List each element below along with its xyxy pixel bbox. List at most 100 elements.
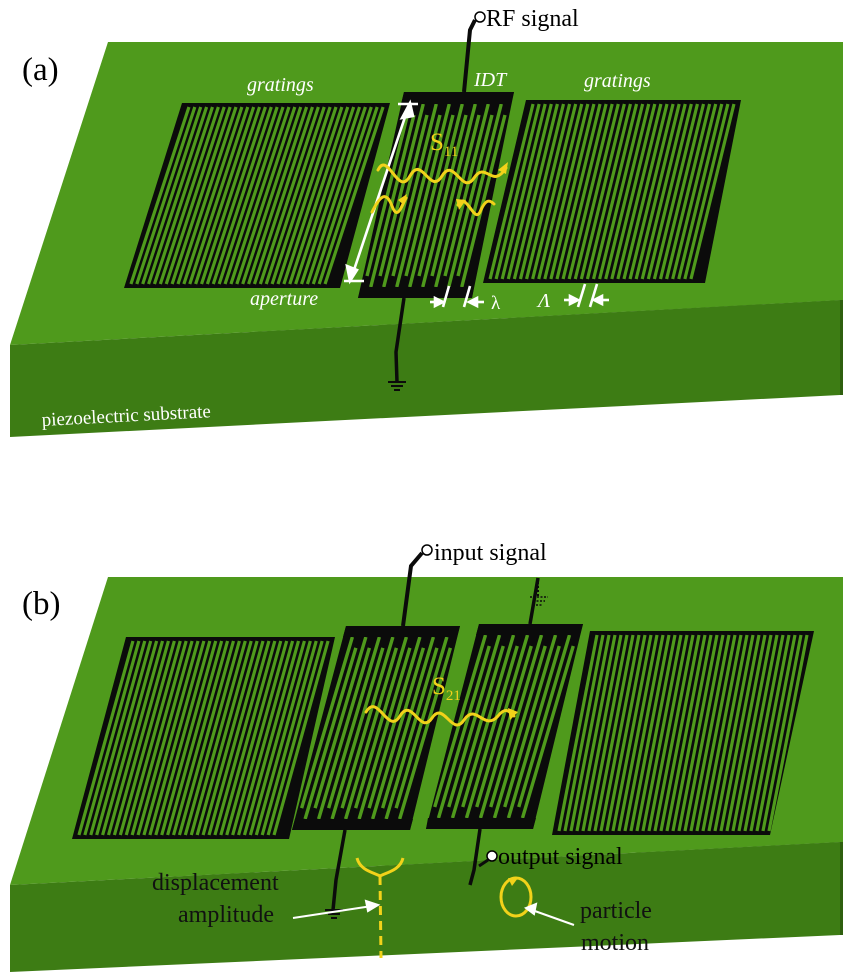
grating-right-a-gap xyxy=(543,103,590,280)
grating-right-a-gap xyxy=(506,103,553,280)
grating-right-a-gap xyxy=(512,103,559,280)
output-idt-b-gap xyxy=(517,634,572,808)
grating-right-a-gap xyxy=(622,103,669,280)
grating-left-b-gap xyxy=(242,640,301,836)
displacement-label-line2: amplitude xyxy=(178,902,274,928)
displacement-label-line1: displacement xyxy=(152,870,279,896)
output-idt-b-gap xyxy=(489,634,544,808)
s21-subscript: 21 xyxy=(446,688,461,704)
grating-left-b-gap xyxy=(89,640,147,836)
grating-right-b-gap xyxy=(689,634,731,832)
grating-right-b-gap xyxy=(605,634,647,832)
particle-pointer-arrow xyxy=(523,902,575,926)
grating-right-b-gap xyxy=(635,634,677,832)
idt-a-gap xyxy=(369,114,416,288)
input-signal-label: input signal xyxy=(434,540,547,566)
grating-right-a-gap xyxy=(610,103,657,280)
grating-right-a-gap xyxy=(500,103,547,280)
substrate-front-a xyxy=(10,300,840,437)
input-signal-lead xyxy=(401,551,424,627)
input-idt-b-gap xyxy=(313,636,368,809)
grating-left-b-gap xyxy=(201,640,259,836)
grating-left-a-gap xyxy=(152,106,214,285)
grating-right-a-gap xyxy=(665,103,712,280)
grating-right-b-gap xyxy=(707,634,749,832)
grating-left-b-gap xyxy=(260,640,318,836)
grating-right-a-gap xyxy=(591,103,639,280)
grating-left-b-gap xyxy=(237,640,295,836)
grating-right-b-gap xyxy=(761,634,803,832)
idt-a-gap xyxy=(395,114,442,288)
grating-right-a-gap xyxy=(579,103,626,280)
grating-right-b-gap xyxy=(623,634,665,832)
grating-right-a-gap xyxy=(640,103,687,280)
grating-right-b-gap xyxy=(581,634,623,832)
grating-left-a-gap xyxy=(229,106,291,285)
grating-right-a-gap xyxy=(567,103,614,280)
grating-left-a xyxy=(124,103,390,288)
grating-right-b-gap xyxy=(587,634,629,832)
grating-left-a-gap xyxy=(205,106,267,285)
grating-left-a-gap xyxy=(276,106,338,285)
grating-left-b xyxy=(72,637,335,839)
grating-left-a-gap xyxy=(323,106,385,285)
grating-right-a-gap xyxy=(494,103,541,280)
input-idt-b-gap xyxy=(353,636,409,809)
grating-right-a-gap xyxy=(634,103,681,280)
grating-right-a-gap xyxy=(598,103,645,280)
grating-right-b-gap xyxy=(671,634,713,832)
input-idt-b-gap xyxy=(380,636,436,809)
substrate-front-b xyxy=(10,842,840,972)
output-idt-b xyxy=(426,624,583,829)
grating-left-a-gap xyxy=(270,106,332,285)
output-idt-b-gap xyxy=(503,634,558,808)
idt-a-gap xyxy=(417,103,464,277)
grating-right-label: gratings xyxy=(584,70,651,92)
idt-a-gap xyxy=(460,114,507,288)
grating-right-b-gap xyxy=(659,634,701,832)
grating-left-a-gap xyxy=(176,106,238,285)
grating-right-a-gap xyxy=(549,103,596,280)
grating-right-b-gap xyxy=(641,634,683,832)
panel-b-label: (b) xyxy=(22,586,60,622)
grating-right-a-gap xyxy=(658,103,706,280)
grating-right-a-gap xyxy=(518,103,566,280)
grating-left-b-gap xyxy=(142,640,200,836)
input-idt-b-gap xyxy=(397,647,453,820)
grating-left-a-gap xyxy=(305,106,367,285)
input-idt-b-gap xyxy=(343,647,399,820)
idt-a-gap xyxy=(443,103,490,277)
grating-left-b-gap xyxy=(95,640,153,836)
grating-left-b-gap xyxy=(189,640,247,836)
grating-left-b-gap xyxy=(77,640,135,836)
grating-left-b-gap xyxy=(213,640,271,836)
grating-left-b-gap xyxy=(112,640,170,836)
ground-lead-b xyxy=(331,829,347,911)
grating-left-b-gap xyxy=(225,640,283,836)
input-idt-b xyxy=(292,626,460,830)
input-idt-b-gap xyxy=(384,647,439,820)
grating-left-a-gap xyxy=(164,106,226,285)
output-idt-b-gap xyxy=(478,645,533,819)
output-signal-terminal-icon xyxy=(486,850,498,862)
grating-right-b-gap xyxy=(611,634,653,832)
dotted-ground-icon xyxy=(530,596,548,606)
grating-left-a-gap xyxy=(158,106,220,285)
panel-a: RF signal aperture λ xyxy=(10,6,843,437)
idt-a-gap xyxy=(404,103,451,277)
grating-left-b-gap xyxy=(130,640,188,836)
grating-left-b-gap xyxy=(83,640,141,836)
grating-left-b-gap xyxy=(219,640,277,836)
grating-left-b-gap xyxy=(254,640,312,836)
panel-a-label: (a) xyxy=(22,52,59,88)
grating-right-b-gap xyxy=(593,634,635,832)
grating-left-a-gap xyxy=(188,106,250,285)
grating-right-b-gap xyxy=(629,634,671,832)
grating-right-b-gap xyxy=(599,634,641,832)
grating-right-b-gap xyxy=(695,634,737,832)
grating-right-a-gap xyxy=(531,103,578,280)
input-idt-b-gap xyxy=(303,647,358,820)
grating-left-b-gap xyxy=(272,640,330,836)
grating-right-b-gap xyxy=(575,634,617,832)
grating-right-b-gap xyxy=(665,634,707,832)
